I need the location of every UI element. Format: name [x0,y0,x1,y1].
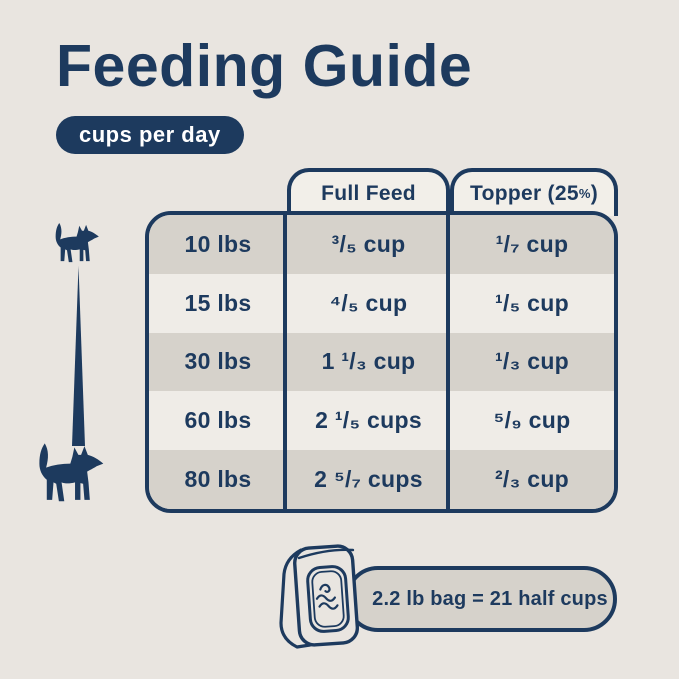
column-header-full-feed: Full Feed [287,168,450,216]
topper-cell: ¹/₃ cup [494,348,570,375]
weight-cell: 10 lbs [184,230,252,257]
topper-post: ) [590,182,598,205]
bag-yield-label: 2.2 lb bag = 21 half cups [372,587,608,610]
full-feed-cell: 2 ⁵/₇ cups [314,466,423,493]
page-title: Feeding Guide [56,33,473,99]
table-row: 30 lbs 1 ¹/₃ cup ¹/₃ cup [149,332,614,392]
topper-cell: ¹/₇ cup [495,230,569,257]
column-header-topper: Topper (25%) [450,168,618,216]
bag-yield-pill: 2.2 lb bag = 21 half cups [345,566,617,632]
table-row: 80 lbs 2 ⁵/₇ cups ²/₃ cup [149,450,614,509]
badge-label: cups per day [79,122,221,147]
food-bag-icon [279,544,360,649]
large-dog-icon [39,443,104,502]
weight-cell: 80 lbs [184,466,252,493]
weight-cell: 15 lbs [184,289,252,316]
size-gradient-triangle [72,266,85,446]
feeding-table: 10 lbs ³/₅ cup ¹/₇ cup 15 lbs ⁴/₅ cup ¹/₅ cup… [145,211,618,513]
topper-cell: ²/₃ cup [494,466,570,493]
topper-cell: ⁵/₉ cup [493,407,571,434]
full-feed-label: Full Feed [321,182,416,205]
table-row: 60 lbs 2 ¹/₅ cups ⁵/₉ cup [149,391,614,450]
table-row: 15 lbs ⁴/₅ cup ¹/₅ cup [149,274,614,333]
full-feed-cell: 2 ¹/₅ cups [315,407,422,434]
small-dog-icon [55,223,99,263]
weight-cell: 60 lbs [184,407,252,434]
cups-per-day-badge: cups per day [56,116,244,154]
topper-cell: ¹/₅ cup [495,289,569,316]
full-feed-cell: 1 ¹/₃ cup [321,348,416,375]
topper-label: Topper (25 [470,182,579,205]
weight-cell: 30 lbs [184,348,252,375]
full-feed-cell: ⁴/₅ cup [329,289,408,316]
table-row: 10 lbs ³/₅ cup ¹/₇ cup [149,215,614,274]
full-feed-cell: ³/₅ cup [331,230,406,257]
